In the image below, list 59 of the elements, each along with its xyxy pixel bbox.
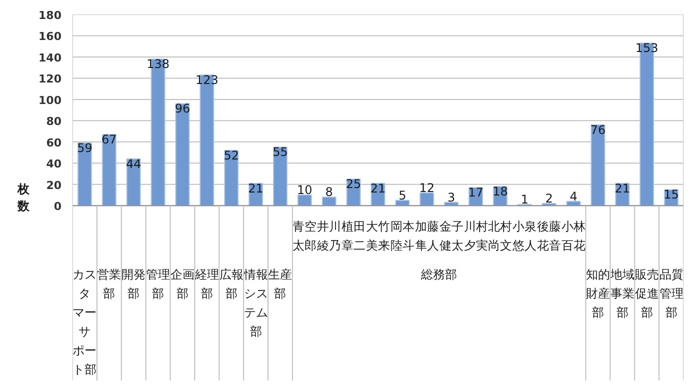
y-tick-label: 20 — [46, 178, 62, 192]
data-label: 25 — [346, 177, 362, 192]
data-label: 52 — [224, 148, 240, 162]
data-label: 55 — [272, 145, 288, 160]
x-tick-label: 後藤花音 — [537, 220, 562, 253]
y-tick-label: 120 — [38, 72, 62, 86]
data-label: 17 — [468, 186, 484, 200]
data-label: 96 — [174, 102, 190, 116]
y-tick-label: 140 — [38, 51, 62, 64]
y-tick-label: 180 — [38, 9, 62, 22]
x-tick-label: カスタマーサポート部 — [72, 268, 97, 377]
data-label: 2 — [545, 192, 553, 206]
x-tick-label: 管理部 — [146, 268, 170, 301]
x-tick-label: 加藤隼人 — [414, 220, 439, 253]
y-axis-title: 枚数 — [16, 182, 31, 213]
data-label: 12 — [419, 180, 435, 195]
y-tick-label: 40 — [46, 158, 62, 171]
data-label: 15 — [664, 188, 679, 202]
x-tick-label: 企画部 — [170, 268, 194, 301]
x-tick-label: 大竹美来 — [366, 220, 390, 253]
x-tick-label: 小泉悠人 — [512, 220, 537, 253]
x-tick-label: 小林百花 — [562, 220, 586, 253]
x-tick-label: 岡本陸斗 — [390, 220, 414, 253]
x-tick-label: 川村夕実 — [464, 220, 488, 253]
x-tick-label: 経理部 — [194, 268, 219, 301]
data-label: 76 — [590, 122, 606, 137]
data-label: 5 — [398, 188, 406, 202]
x-tick-label: 井川綾乃 — [316, 220, 342, 253]
x-tick-label: 金子健太 — [439, 220, 464, 253]
data-label: 4 — [570, 189, 578, 204]
x-tick-label: 地域事業部 — [609, 268, 634, 320]
data-label: 44 — [126, 156, 142, 171]
x-tick-label: 販売促進部 — [634, 268, 659, 320]
y-tick-label: 80 — [46, 115, 62, 128]
y-tick-label: 160 — [38, 30, 62, 44]
data-label: 10 — [297, 183, 312, 198]
data-label: 1 — [520, 192, 528, 207]
x-tick-label: 品質管理部 — [659, 268, 684, 320]
x-tick-label: 植田章二 — [342, 220, 366, 253]
x-tick-label: 広報部 — [219, 268, 244, 301]
x-tick-label: 生産部 — [268, 268, 292, 301]
y-tick-label: 100 — [38, 94, 62, 107]
y-tick-label: 0 — [54, 200, 62, 214]
x-tick-label: 知的財産部 — [586, 268, 610, 320]
data-label: 18 — [492, 184, 508, 199]
x-tick-label: 青空太郎 — [292, 220, 317, 253]
x-tick-label: 営業部 — [97, 268, 122, 301]
data-label: 21 — [614, 181, 630, 196]
data-label: 59 — [77, 140, 92, 155]
text: 総務部 — [420, 268, 458, 282]
x-tick-label: 開発部 — [122, 268, 146, 301]
data-label: 3 — [448, 190, 456, 204]
data-label: 21 — [248, 181, 264, 196]
x-tick-label: 情報システム部 — [242, 268, 268, 339]
y-tick-label: 60 — [46, 136, 62, 150]
data-label: 21 — [370, 181, 386, 196]
data-label: 8 — [325, 185, 333, 200]
data-label: 67 — [102, 132, 117, 146]
x-tick-label: 北村尚文 — [488, 220, 512, 253]
